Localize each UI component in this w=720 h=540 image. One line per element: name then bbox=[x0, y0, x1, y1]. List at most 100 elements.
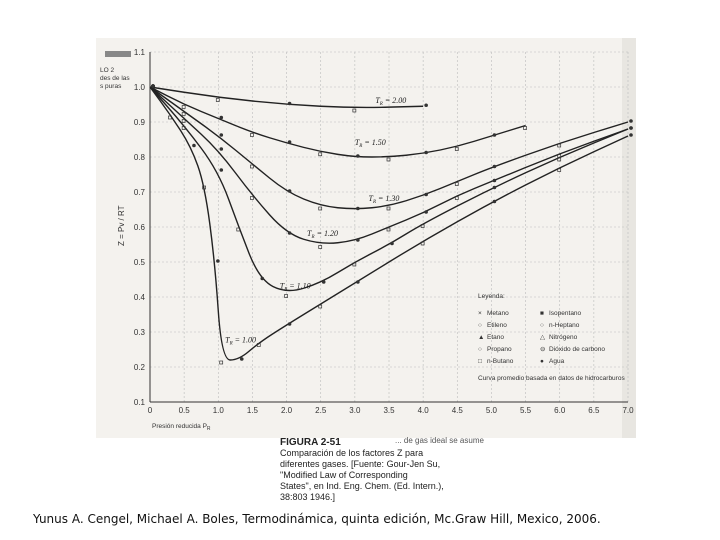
corner-text-line-3: s puras bbox=[100, 83, 122, 90]
data-marker bbox=[492, 199, 497, 204]
data-marker bbox=[236, 227, 241, 232]
data-marker bbox=[318, 245, 323, 249]
corner-bar bbox=[105, 51, 131, 57]
data-marker bbox=[424, 103, 428, 108]
data-marker bbox=[386, 206, 391, 211]
data-marker bbox=[321, 280, 326, 284]
legend-entry-label: Propano bbox=[487, 346, 512, 353]
legend-symbol: ○ bbox=[540, 322, 544, 329]
y-axis-label: Z = Pv / RT bbox=[117, 205, 126, 246]
data-marker bbox=[424, 192, 428, 197]
curve-label-5: TR = 1.00 bbox=[225, 336, 256, 347]
data-marker bbox=[356, 154, 360, 158]
x-tick-label: 3.5 bbox=[383, 406, 395, 415]
data-marker bbox=[523, 126, 527, 130]
data-marker bbox=[424, 210, 428, 214]
data-marker bbox=[318, 152, 323, 157]
data-marker bbox=[454, 196, 459, 200]
data-marker bbox=[492, 164, 497, 169]
legend-symbol: ■ bbox=[540, 310, 544, 317]
y-tick-label: 0.9 bbox=[134, 118, 146, 127]
data-marker bbox=[287, 189, 292, 193]
chart-axes bbox=[149, 52, 628, 403]
caption-line-3: "Modified Law of Corresponding bbox=[280, 470, 408, 480]
legend: Leyenda: × Metano ■ Isopentano ○ Etileno ○ n-He… bbox=[478, 293, 625, 382]
legend-entry-label: Isopentano bbox=[549, 310, 582, 317]
legend-symbol: □ bbox=[478, 358, 482, 365]
x-tick-label: 1.0 bbox=[213, 406, 225, 415]
y-tick-label: 0.6 bbox=[134, 223, 146, 232]
data-marker bbox=[239, 357, 244, 361]
z-curves bbox=[149, 86, 629, 361]
x-tick-label: 0 bbox=[148, 406, 153, 415]
legend-symbol: ⊖ bbox=[540, 346, 546, 353]
data-marker bbox=[215, 98, 220, 102]
legend-entry-label: Agua bbox=[549, 358, 565, 365]
z-curve-2 bbox=[149, 86, 629, 210]
y-tick-label: 1.1 bbox=[134, 48, 146, 57]
figure-caption: FIGURA 2-51 Comparación de los factores … bbox=[280, 437, 470, 503]
data-marker bbox=[557, 143, 562, 148]
data-marker bbox=[557, 168, 562, 172]
y-tick-labels: 0.1 0.2 0.3 0.4 0.5 0.6 0.7 0.8 0.9 1.0 1.1 bbox=[134, 48, 146, 407]
x-tick-label: 6.0 bbox=[554, 406, 566, 415]
x-tick-label: 3.0 bbox=[349, 406, 361, 415]
data-marker bbox=[219, 168, 224, 172]
data-marker bbox=[352, 262, 357, 267]
legend-entry-label: Nitrógeno bbox=[549, 334, 578, 341]
data-marker bbox=[287, 231, 292, 235]
caption-line-5: 38:803 1946.] bbox=[280, 492, 336, 502]
data-marker bbox=[386, 157, 391, 162]
data-marker bbox=[557, 154, 562, 158]
legend-entry-label: n-Butano bbox=[487, 358, 514, 365]
data-marker bbox=[557, 157, 562, 162]
x-tick-label: 7.0 bbox=[622, 406, 634, 415]
data-marker bbox=[318, 206, 323, 211]
figure-id: FIGURA 2-51 bbox=[280, 437, 341, 448]
x-tick-label: 4.5 bbox=[452, 406, 464, 415]
data-marker bbox=[287, 101, 292, 106]
data-marker bbox=[629, 126, 633, 130]
x-tick-label: 2.0 bbox=[281, 406, 293, 415]
legend-symbol: ○ bbox=[478, 346, 482, 353]
data-marker bbox=[216, 259, 220, 263]
z-curve-1 bbox=[149, 86, 526, 158]
data-marker bbox=[454, 182, 459, 186]
x-axis-label: Presión reducida PR bbox=[152, 423, 211, 432]
x-tick-label: 0.5 bbox=[179, 406, 191, 415]
x-tick-labels: 0 0.5 1.0 1.5 2.0 2.5 3.0 3.5 4.0 4.5 5.0 5.5 6.0 6.5… bbox=[148, 406, 634, 415]
curve-label-4: TR = 1.10 bbox=[280, 281, 311, 292]
data-marker bbox=[168, 115, 172, 120]
data-marker bbox=[219, 133, 224, 137]
x-tick-label: 4.0 bbox=[418, 406, 430, 415]
data-marker bbox=[181, 126, 186, 130]
data-marker bbox=[287, 322, 292, 326]
legend-title: Leyenda: bbox=[478, 293, 505, 300]
data-markers bbox=[151, 84, 633, 365]
data-marker bbox=[386, 227, 391, 232]
legend-entry-label: Etileno bbox=[487, 322, 507, 329]
x-tick-label: 1.5 bbox=[247, 406, 259, 415]
source-credit: Yunus A. Cengel, Michael A. Boles, Termo… bbox=[33, 512, 601, 526]
legend-symbol: △ bbox=[540, 334, 546, 341]
curve-label-0: TR = 2.00 bbox=[375, 96, 406, 107]
data-marker bbox=[356, 238, 360, 242]
x-tick-label: 6.5 bbox=[588, 406, 600, 415]
x-tick-label: 5.5 bbox=[520, 406, 532, 415]
legend-symbol: ▲ bbox=[478, 334, 484, 341]
legend-symbol: × bbox=[478, 310, 482, 317]
data-marker bbox=[181, 105, 186, 109]
y-tick-label: 0.2 bbox=[134, 363, 146, 372]
data-marker bbox=[219, 115, 224, 120]
data-marker bbox=[181, 119, 186, 123]
data-marker bbox=[219, 360, 224, 365]
z-curve-3 bbox=[149, 86, 629, 244]
data-marker bbox=[356, 280, 360, 284]
y-tick-label: 0.4 bbox=[134, 293, 146, 302]
y-tick-label: 0.3 bbox=[134, 328, 146, 337]
data-marker bbox=[629, 133, 633, 137]
legend-symbol: ● bbox=[540, 358, 544, 365]
caption-side-text: ... de gas ideal se asume bbox=[395, 436, 484, 445]
curve-label-3: TR = 1.20 bbox=[307, 229, 338, 240]
